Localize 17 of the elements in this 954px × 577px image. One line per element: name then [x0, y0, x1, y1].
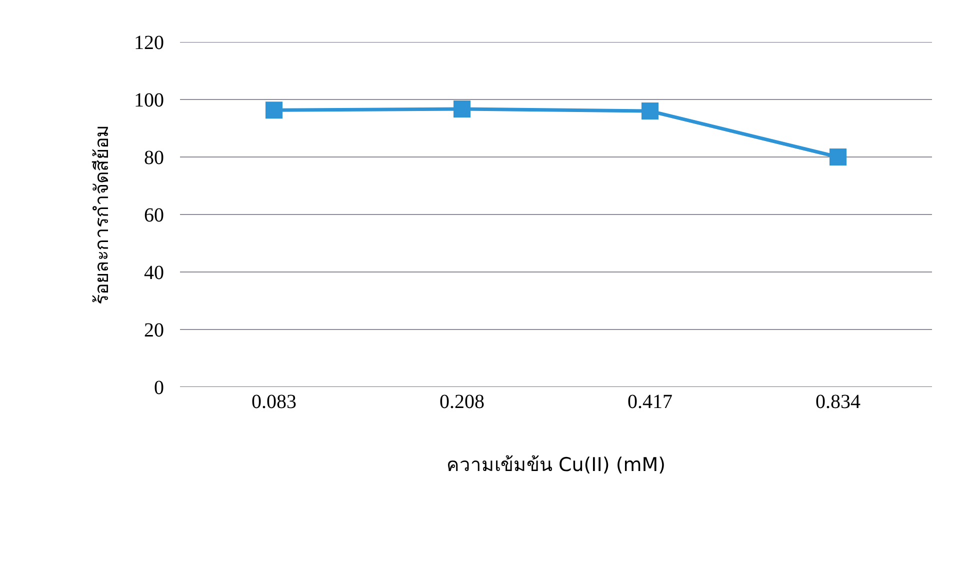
y-tick-label: 120 — [134, 32, 164, 54]
point — [266, 102, 282, 119]
y-tick-label: 20 — [144, 320, 164, 342]
x-axis-title: ความเข้มข้น Cu(II) (mM) — [446, 454, 666, 476]
point — [830, 148, 846, 166]
x-tick-label: 0.417 — [628, 391, 672, 413]
y-tick-label: 40 — [144, 262, 164, 284]
y-tick-label: 0 — [154, 377, 164, 399]
x-tick-label: 0.208 — [440, 391, 484, 413]
y-tick-label: 80 — [144, 147, 164, 169]
y-tick-label: 100 — [134, 90, 164, 112]
x-tick-label: 0.834 — [816, 391, 860, 413]
point — [642, 102, 658, 120]
point — [454, 100, 470, 118]
x-tick-label: 0.083 — [252, 391, 296, 413]
y-tick-label: 60 — [144, 204, 164, 226]
y-axis-title: ร้อยละการกำจัดสีย้อม — [90, 124, 113, 304]
